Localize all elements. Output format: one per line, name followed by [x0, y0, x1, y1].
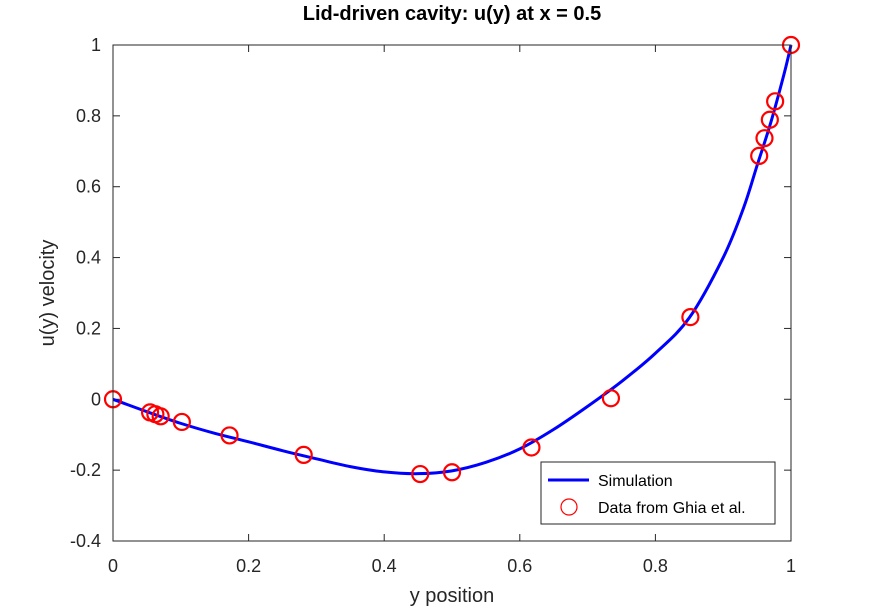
legend-simulation-label: Simulation	[598, 473, 673, 490]
y-tick-label: 0.4	[76, 248, 101, 268]
ghia-data-point	[442, 463, 462, 482]
ghia-data-point	[522, 438, 541, 457]
x-tick-label: 0.2	[236, 556, 261, 576]
y-tick-label: 0.2	[76, 318, 101, 338]
ghia-data-point	[681, 307, 700, 327]
y-tick-label: 0.6	[76, 177, 101, 197]
ghia-data-point	[151, 407, 170, 426]
plot-frame	[112, 44, 792, 542]
legend-ghia-label: Data from Ghia et al.	[598, 500, 746, 517]
y-tick-label: -0.4	[70, 531, 101, 551]
y-tick-label: -0.2	[70, 460, 101, 480]
y-axis-label: u(y) velocity	[37, 240, 59, 347]
y-tick-label: 1	[91, 35, 101, 55]
x-axis-label: y position	[410, 585, 495, 607]
x-tick-label: 0	[108, 556, 118, 576]
legend-box	[540, 461, 776, 525]
legend-ghia-swatch	[560, 498, 578, 516]
y-tick-label: 0	[91, 389, 101, 409]
y-tick-label: 0.8	[76, 106, 101, 126]
ghia-data-point	[750, 146, 769, 165]
ghia-data-point	[766, 92, 785, 111]
ghia-data-point	[172, 412, 191, 432]
legend: Simulation Data from Ghia et al.	[540, 461, 776, 525]
ghia-data-point	[411, 464, 430, 484]
ghia-data-point	[755, 129, 774, 148]
x-tick-label: 0.6	[507, 556, 532, 576]
x-tick-label: 0.4	[372, 556, 397, 576]
axis-ticks: 0 0.2 0.4 0.6 0.8 1 -0.4 -0.2 0 0.2 0.4 0.6 0.8 1	[70, 35, 796, 576]
ghia-data-point	[220, 426, 239, 445]
x-tick-label: 1	[786, 556, 796, 576]
ghia-data-point	[601, 389, 621, 408]
ghia-data-point	[760, 110, 779, 129]
chart-title: Lid-driven cavity: u(y) at x = 0.5	[303, 3, 601, 25]
ghia-data-point	[294, 445, 313, 465]
simulation-line	[112, 44, 793, 476]
x-tick-label: 0.8	[643, 556, 668, 576]
plot-area	[113, 45, 791, 541]
